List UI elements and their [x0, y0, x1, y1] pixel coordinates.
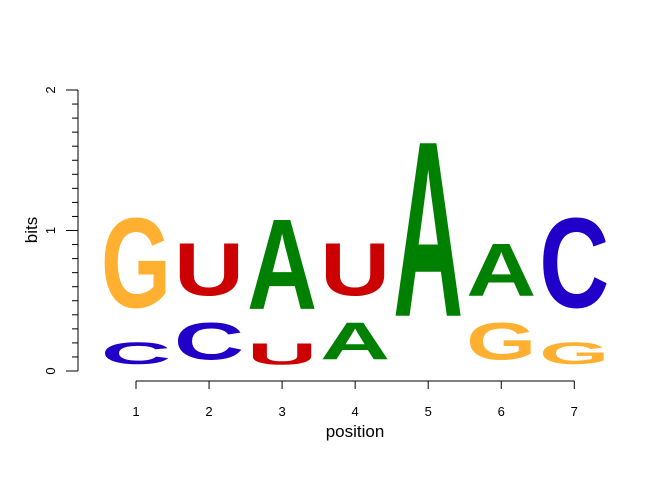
logo-letter-a: A: [466, 228, 536, 312]
logo-letter-g: G: [466, 312, 536, 371]
logo-letter-c: C: [174, 311, 244, 370]
x-tick-label: 4: [352, 404, 359, 419]
y-tick-label: 2: [43, 86, 58, 93]
logo-letter-a: A: [393, 90, 463, 370]
x-tick-label: 3: [278, 404, 285, 419]
logo-letter-u: U: [174, 228, 244, 312]
logo-letter-a: A: [247, 193, 317, 337]
y-axis: 0 1 2: [43, 86, 79, 375]
x-tick-label: 1: [132, 404, 139, 419]
y-tick-label: 0: [43, 367, 58, 374]
logo-letter-u: U: [320, 228, 390, 312]
x-axis: 1 2 3 4 5 6 7: [132, 380, 578, 419]
x-tick-label: 2: [205, 404, 212, 419]
logo-letter-c: C: [101, 336, 171, 371]
logo-letter-c: C: [539, 193, 609, 336]
x-tick-label: 5: [425, 404, 432, 419]
logo-letter-u: U: [247, 338, 317, 372]
x-tick-label: 7: [571, 404, 578, 419]
y-axis-title: bits: [22, 217, 41, 243]
logo-letter-g: G: [539, 336, 609, 371]
x-axis-title: position: [326, 422, 385, 441]
logo-letter-g: G: [101, 193, 171, 335]
y-tick-label: 1: [43, 227, 58, 234]
logo-letter-a: A: [320, 311, 390, 370]
x-tick-label: 6: [498, 404, 505, 419]
